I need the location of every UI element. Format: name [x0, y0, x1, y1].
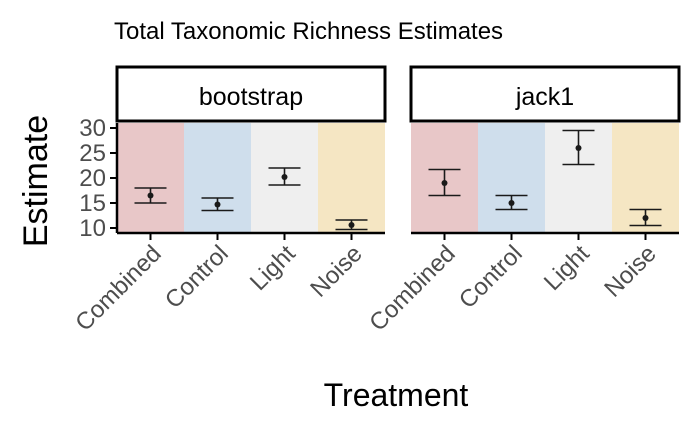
error-bar-light	[562, 129, 595, 166]
error-bar-noise	[335, 219, 368, 231]
category-band-control	[184, 123, 251, 233]
category-band-combined	[117, 123, 184, 233]
error-bar-combined	[134, 187, 167, 204]
facet-strip	[115, 65, 387, 123]
x-tick-label: Light	[539, 240, 595, 296]
data-point	[281, 174, 288, 180]
data-point	[214, 201, 221, 208]
error-bar-combined	[428, 168, 461, 197]
x-tick-label: Noise	[599, 240, 661, 302]
y-tick-label: 20	[79, 165, 106, 192]
data-point	[575, 145, 582, 151]
chart-title: Total Taxonomic Richness Estimates	[114, 18, 503, 45]
error-bar-control	[201, 197, 234, 212]
x-tick-label: Light	[245, 240, 301, 296]
error-bar-noise	[629, 208, 662, 227]
y-axis-title: Estimate	[17, 115, 55, 247]
data-point	[508, 200, 515, 206]
x-tick-label: Combined	[364, 240, 460, 336]
x-tick-label: Control	[160, 240, 234, 314]
facet-strip	[409, 65, 681, 123]
category-band-noise	[318, 123, 385, 233]
category-band-control	[478, 123, 545, 233]
error-bar-light	[268, 167, 301, 186]
data-point	[348, 222, 355, 228]
data-point	[642, 215, 649, 221]
x-tick-label: Combined	[70, 240, 166, 336]
facet-strip-label: bootstrap	[199, 83, 303, 111]
x-tick-label: Control	[454, 240, 528, 314]
error-bar-control	[495, 194, 528, 211]
y-tick-label: 10	[79, 215, 106, 242]
y-tick-label: 15	[79, 190, 106, 217]
data-point	[147, 192, 154, 199]
y-tick-label: 25	[79, 140, 106, 167]
facet-strip-label: jack1	[515, 83, 574, 111]
x-tick-label: Noise	[305, 240, 367, 302]
data-point	[441, 180, 448, 186]
y-tick-label: 30	[79, 115, 106, 142]
x-axis-title: Treatment	[324, 377, 469, 413]
